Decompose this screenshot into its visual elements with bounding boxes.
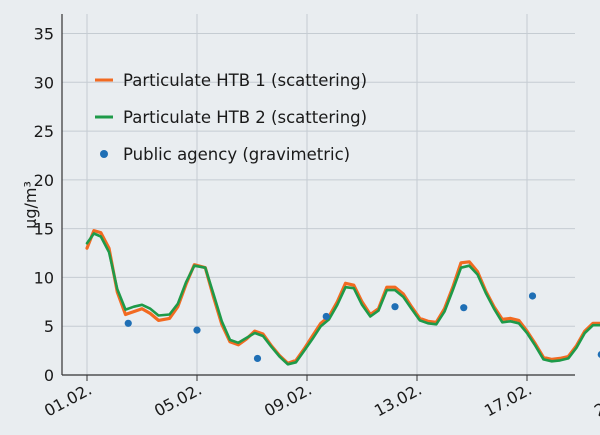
legend: Particulate HTB 1 (scattering) Particulat… — [95, 71, 367, 164]
data-point — [391, 303, 399, 311]
legend-label: Public agency (gravimetric) — [123, 145, 350, 164]
data-point — [193, 326, 201, 334]
legend-label: Particulate HTB 2 (scattering) — [123, 108, 367, 127]
y-tick-label: 5 — [44, 317, 54, 336]
data-point — [124, 319, 132, 327]
y-tick-label: 0 — [44, 366, 54, 385]
legend-label: Particulate HTB 1 (scattering) — [123, 71, 367, 90]
y-tick-labels: 0 5 10 15 20 25 30 35 — [34, 25, 54, 385]
data-point — [322, 312, 330, 321]
axes — [61, 14, 575, 381]
data-point — [528, 292, 537, 300]
data-point — [253, 354, 262, 363]
y-tick-label: 25 — [34, 122, 54, 141]
y-tick-label: 20 — [34, 171, 54, 190]
grid — [62, 14, 575, 376]
y-axis-title: µg/m³ — [21, 181, 40, 229]
data-point — [460, 304, 468, 312]
y-tick-label: 30 — [34, 73, 54, 92]
y-tick-label: 10 — [34, 268, 54, 287]
series-line-2 — [85, 232, 600, 366]
data-point — [597, 351, 600, 358]
series-layer — [85, 229, 600, 366]
y-tick-label: 15 — [34, 220, 54, 239]
y-tick-label: 35 — [34, 25, 54, 44]
legend-swatch-dot — [100, 150, 108, 158]
